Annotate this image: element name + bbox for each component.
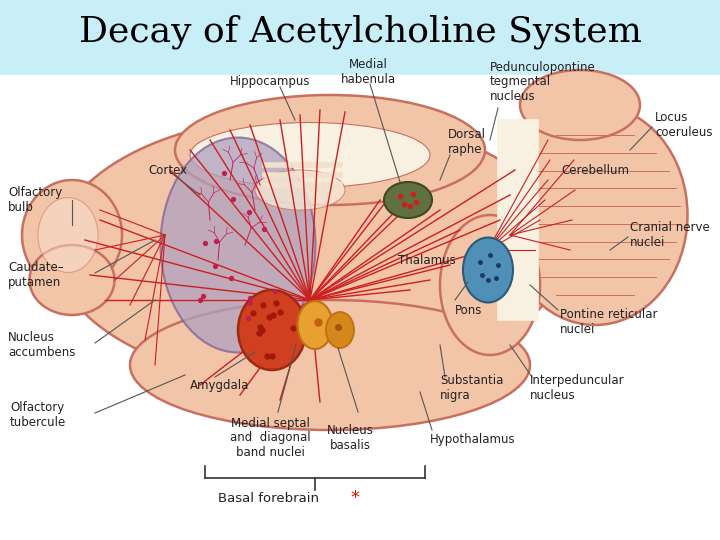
Ellipse shape [190,123,430,187]
Ellipse shape [38,198,98,273]
Ellipse shape [384,182,432,218]
Text: Olfactory
tubercule: Olfactory tubercule [10,401,66,429]
Ellipse shape [520,70,640,140]
Ellipse shape [238,290,306,370]
Ellipse shape [326,312,354,348]
Text: Thalamus: Thalamus [398,253,456,267]
Ellipse shape [161,138,315,353]
Ellipse shape [175,95,485,205]
Text: Medial septal
and  diagonal
band nuclei: Medial septal and diagonal band nuclei [230,416,310,460]
Text: Caudate–
putamen: Caudate– putamen [8,261,63,289]
Text: Cerebellum: Cerebellum [561,164,629,177]
Text: Nucleus
accumbens: Nucleus accumbens [8,331,76,359]
Ellipse shape [297,301,333,349]
Text: Hypothalamus: Hypothalamus [430,434,516,447]
Text: Locus
coeruleus: Locus coeruleus [655,111,713,139]
Ellipse shape [503,105,688,325]
Ellipse shape [463,238,513,302]
Text: Hippocampus: Hippocampus [230,76,310,89]
Text: Pedunculopontine
tegmental
nucleus: Pedunculopontine tegmental nucleus [490,60,595,104]
Text: Pons: Pons [455,303,482,316]
Text: Decay of Acetylcholine System: Decay of Acetylcholine System [78,15,642,49]
Ellipse shape [255,170,345,210]
Ellipse shape [500,130,536,310]
Text: Olfactory
bulb: Olfactory bulb [8,186,62,214]
Ellipse shape [30,245,114,315]
Text: Cranial nerve
nuclei: Cranial nerve nuclei [630,221,710,249]
Text: Amygdala: Amygdala [190,379,249,392]
Text: Medial
habenula: Medial habenula [341,58,395,86]
Ellipse shape [55,115,565,385]
Text: Interpeduncular
nucleus: Interpeduncular nucleus [530,374,625,402]
Ellipse shape [440,215,540,355]
Ellipse shape [22,180,122,290]
Text: Cortex: Cortex [148,164,187,177]
Text: *: * [350,489,359,507]
Text: Basal forebrain: Basal forebrain [217,491,318,504]
Text: Substantia
nigra: Substantia nigra [440,374,503,402]
Ellipse shape [130,300,530,430]
Text: Dorsal
raphe: Dorsal raphe [448,128,486,156]
Text: Pontine reticular
nuclei: Pontine reticular nuclei [560,308,657,336]
Text: Nucleus
basalis: Nucleus basalis [327,424,374,452]
